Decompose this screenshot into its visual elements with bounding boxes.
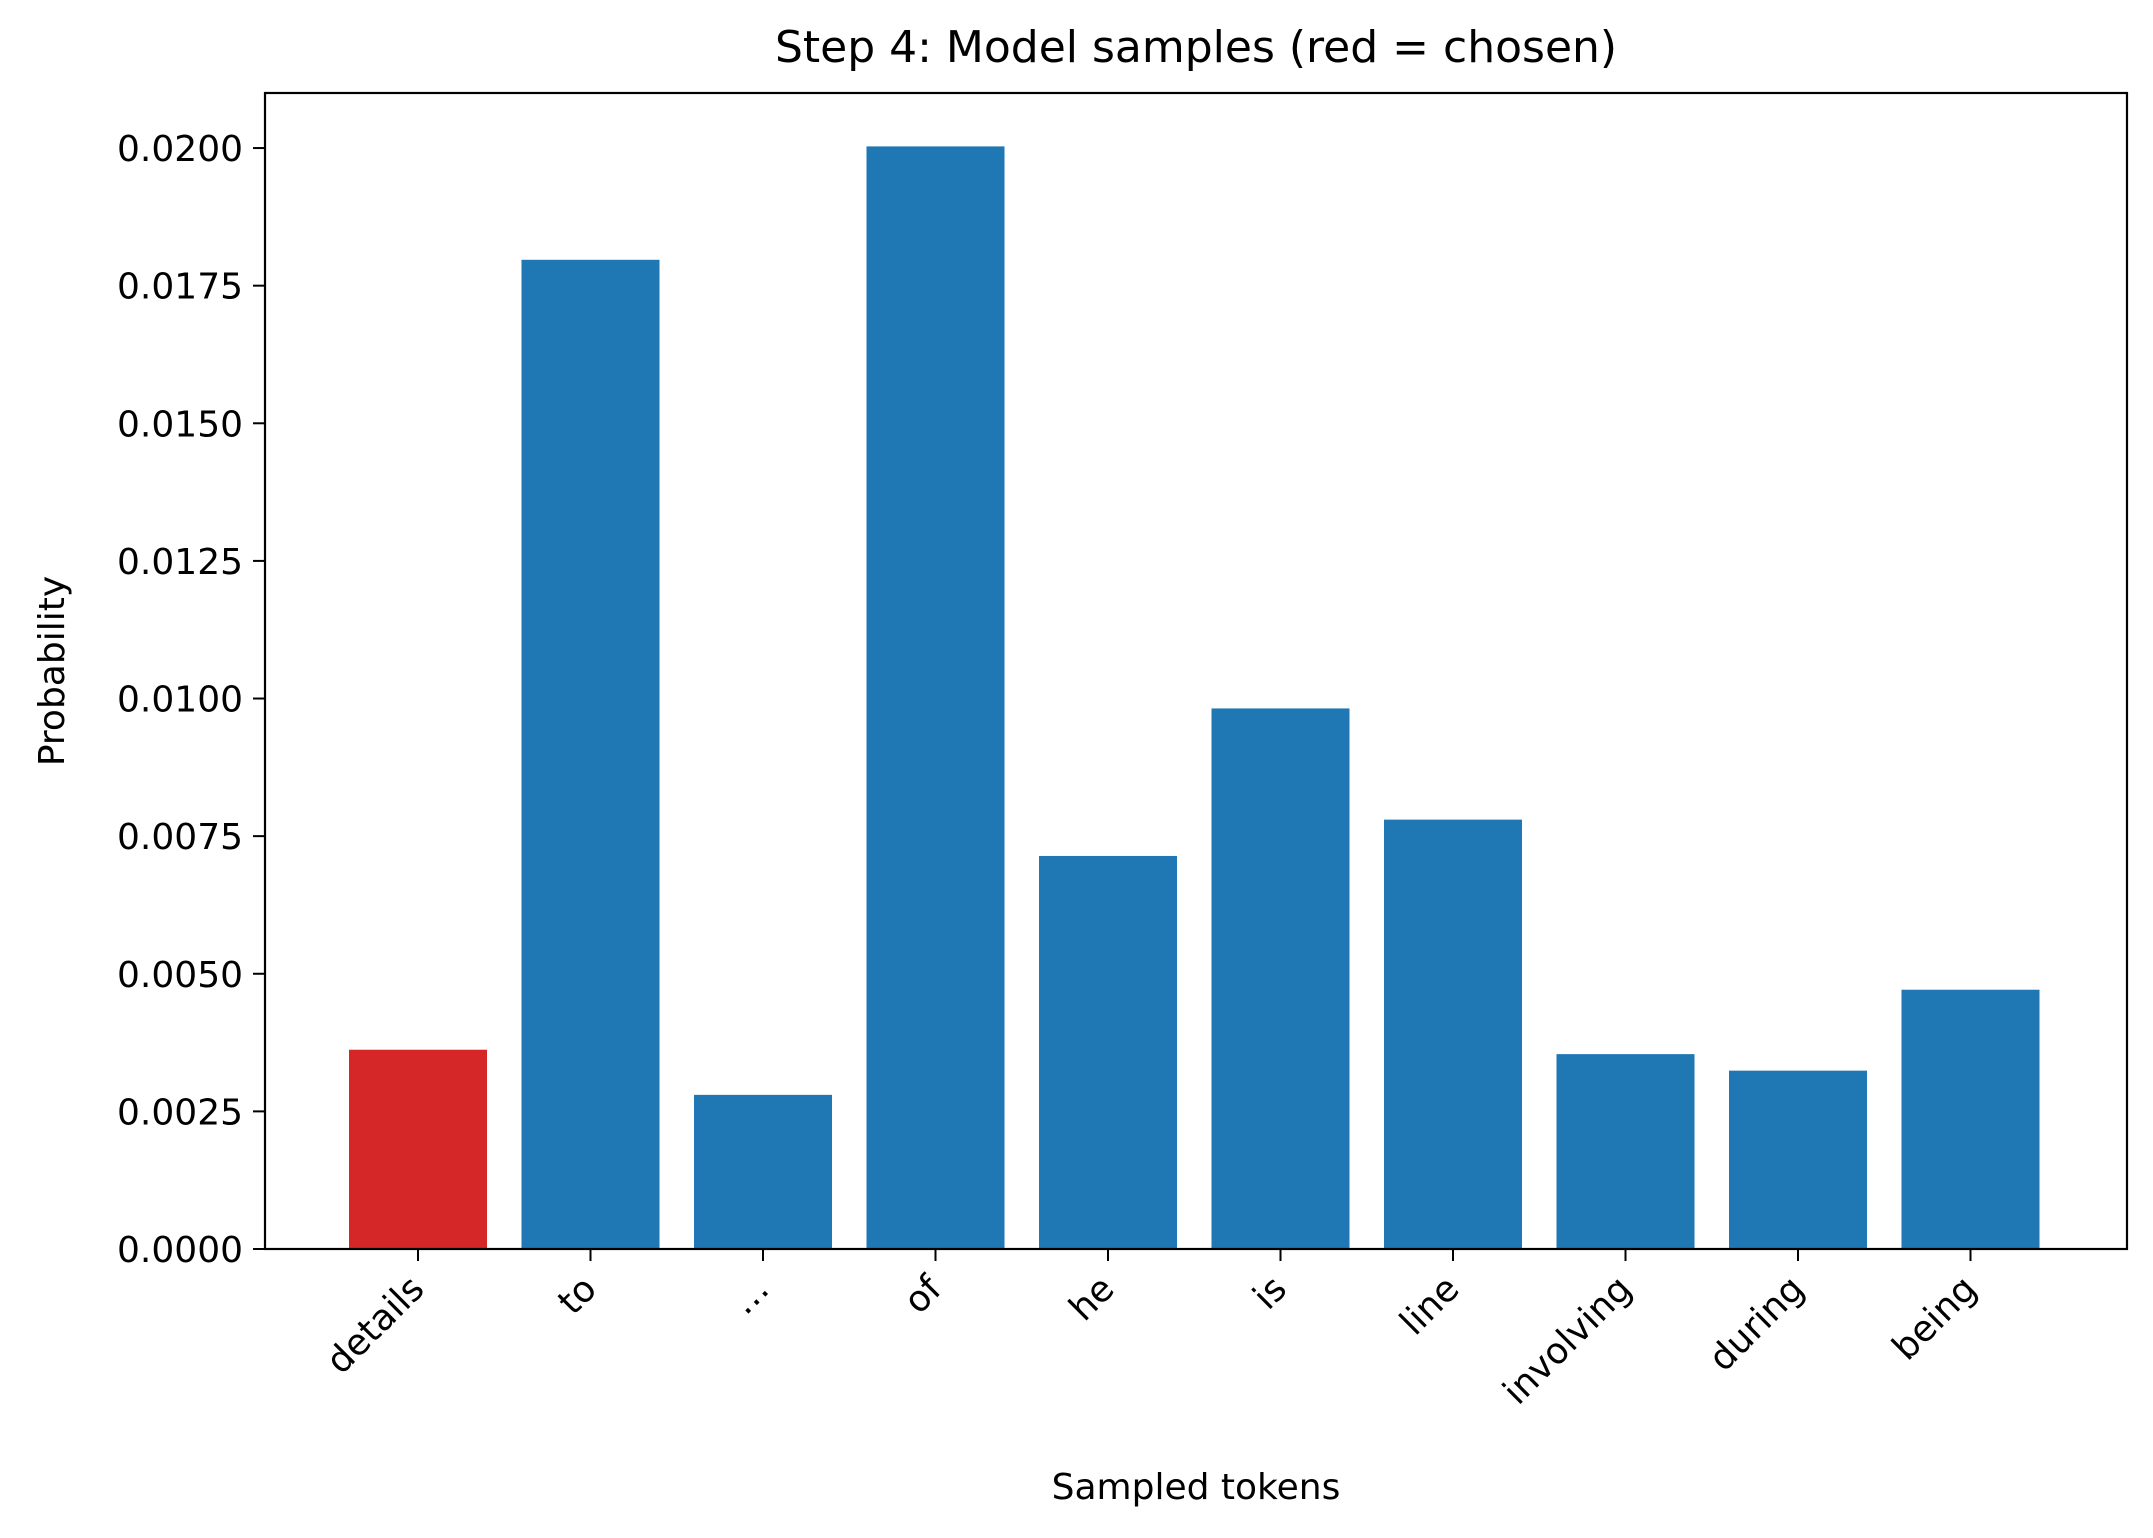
x-axis: details to … of he is line involving during being: [319, 1249, 1985, 1413]
x-tick-label: details: [319, 1268, 433, 1382]
bars-group: [349, 146, 2040, 1249]
x-tick-label: to: [550, 1268, 605, 1323]
x-tick-label: being: [1885, 1268, 1985, 1368]
y-tick-label: 0.0000: [117, 1230, 243, 1271]
y-tick-label: 0.0175: [117, 267, 243, 308]
x-tick-label: …: [723, 1268, 777, 1322]
bar-he: [1039, 855, 1177, 1249]
x-tick-label: involving: [1496, 1268, 1640, 1412]
y-tick-label: 0.0125: [117, 542, 243, 583]
bar-is: [1211, 708, 1350, 1249]
bar-of: [866, 146, 1005, 1249]
y-tick-label: 0.0025: [117, 1092, 243, 1133]
y-tick-label: 0.0100: [117, 680, 243, 721]
y-tick-label: 0.0050: [117, 955, 243, 996]
bar-line: [1384, 819, 1522, 1249]
bar-ellipsis: [694, 1094, 832, 1249]
x-tick-label: of: [896, 1267, 950, 1321]
x-tick-label: line: [1392, 1268, 1467, 1343]
chart-title: Step 4: Model samples (red = chosen): [775, 22, 1617, 73]
y-axis: 0.0000 0.0025 0.0050 0.0075 0.0100 0.0125 0.01…: [117, 129, 265, 1271]
plot-frame: [263, 91, 2129, 1251]
x-tick-label: is: [1246, 1268, 1295, 1317]
bar-details: [349, 1049, 487, 1249]
bar-to: [521, 259, 660, 1249]
x-axis-label: Sampled tokens: [1052, 1467, 1341, 1508]
bar-involving: [1556, 1054, 1695, 1249]
bar-being: [1901, 989, 2040, 1249]
y-tick-label: 0.0075: [117, 817, 243, 858]
x-tick-label: he: [1062, 1268, 1123, 1329]
bar-during: [1729, 1070, 1867, 1249]
y-axis-label: Probability: [32, 576, 73, 766]
y-tick-label: 0.0150: [117, 404, 243, 445]
y-tick-label: 0.0200: [117, 129, 243, 170]
x-tick-label: during: [1701, 1268, 1812, 1379]
